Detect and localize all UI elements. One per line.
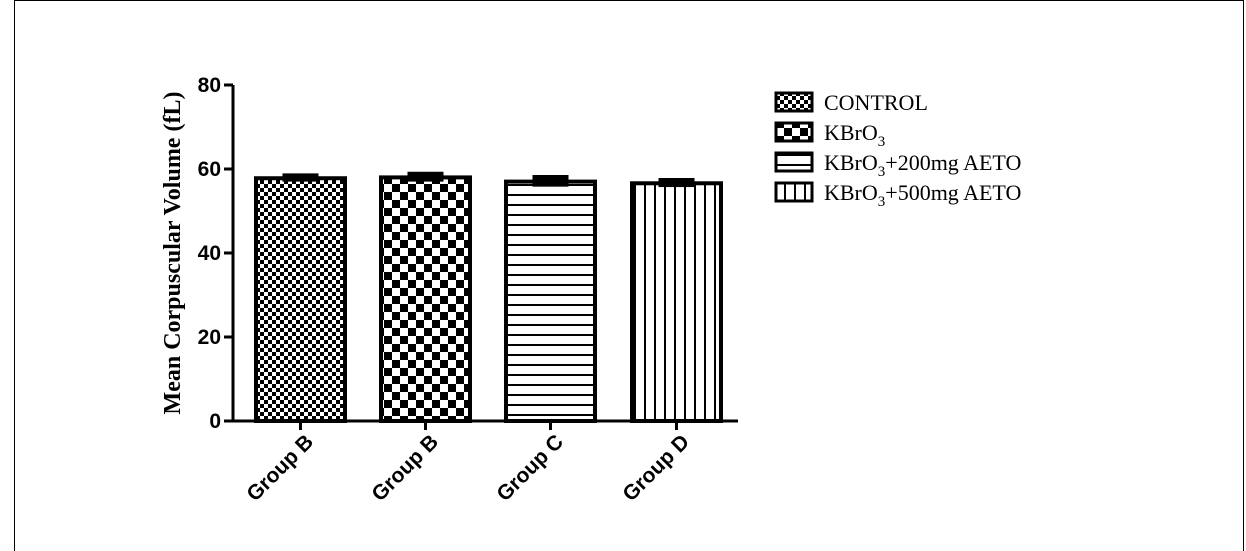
- y-tick-label: 60: [198, 158, 221, 181]
- legend-label: CONTROL: [824, 90, 928, 115]
- x-tick-label: Group C: [492, 430, 568, 506]
- bars: [254, 171, 723, 423]
- error-bar: [282, 174, 319, 182]
- legend-swatch: [774, 151, 814, 173]
- y-tick-label: 0: [209, 410, 221, 433]
- legend-label: KBrO3: [824, 120, 885, 150]
- legend-swatch: [774, 181, 814, 203]
- bar: [630, 181, 723, 423]
- error-bar: [407, 173, 444, 182]
- bar: [504, 179, 597, 423]
- y-tick-label: 20: [198, 326, 221, 349]
- legend-swatch: [774, 91, 814, 113]
- y-tick-label: 40: [198, 242, 221, 265]
- y-axis-label: Mean Corpuscular Volume (fL): [160, 92, 186, 415]
- x-tick-label: Group B: [367, 430, 443, 506]
- error-bar: [532, 176, 569, 187]
- legend-swatch: [774, 121, 814, 143]
- bar: [254, 176, 347, 423]
- x-tick-label: Group B: [242, 430, 318, 506]
- legend-label: KBrO3+200mg AETO: [824, 150, 1021, 180]
- figure-frame: [14, 0, 1244, 551]
- legend-label: KBrO3+500mg AETO: [824, 180, 1021, 210]
- error-bar: [658, 179, 695, 188]
- bar: [379, 175, 472, 423]
- x-tick-label: Group D: [618, 430, 694, 506]
- y-tick-label: 80: [198, 74, 221, 97]
